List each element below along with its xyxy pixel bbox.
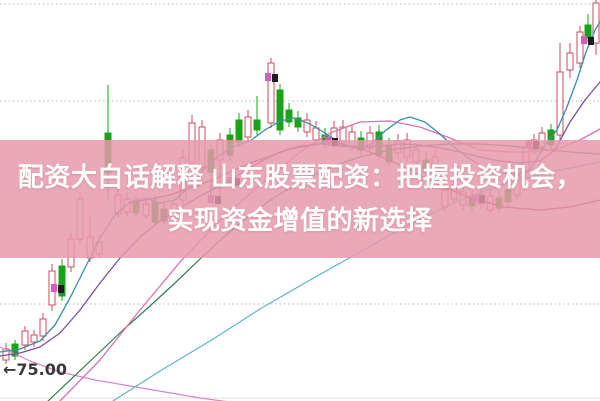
candle-up [253, 96, 261, 135]
trade-signal-marker [581, 36, 594, 45]
candle-body [285, 109, 293, 123]
candle-body [39, 318, 47, 337]
marker-black-square [588, 37, 594, 45]
candle-body [556, 71, 564, 136]
marker-black-square [272, 74, 278, 82]
candle-body [30, 334, 38, 343]
candle-body [235, 119, 243, 143]
candle-up [58, 259, 66, 301]
marker-pink-square [51, 284, 57, 292]
promo-banner-title-line1: 配资大白话解释 山东股票配资：把握投资机会， [17, 162, 583, 192]
candle-body [312, 127, 320, 141]
candle-down [576, 26, 584, 68]
candle-down [566, 43, 574, 78]
candle-body [267, 62, 275, 124]
candle-body [294, 117, 302, 128]
candle-down [556, 43, 564, 140]
marker-pink-square [581, 36, 587, 44]
candle-down [244, 110, 252, 142]
candle-down [303, 113, 311, 137]
trade-signal-marker [51, 284, 64, 293]
candle-down [30, 330, 38, 347]
candle-body [253, 119, 261, 131]
candle-body [303, 119, 311, 133]
promo-banner: 配资大白话解释 山东股票配资：把握投资机会， 实现资金增值的新选择 [0, 140, 600, 258]
marker-black-square [58, 285, 64, 293]
candle-body [566, 52, 574, 71]
candle-up [285, 103, 293, 127]
candle-body [21, 330, 29, 346]
price-label: ←75.00 [3, 360, 67, 379]
candle-body [58, 265, 66, 297]
candle-up [294, 111, 302, 132]
candle-body [576, 31, 584, 64]
candle-up [276, 84, 284, 135]
candle-down [21, 326, 29, 350]
trade-signal-marker [265, 73, 278, 82]
candle-body [276, 89, 284, 131]
candle-body [244, 116, 252, 138]
promo-banner-title-line2: 实现资金增值的新选择 [167, 205, 433, 235]
candle-down [267, 58, 275, 128]
marker-pink-square [265, 73, 271, 81]
candle-down [39, 313, 47, 341]
ma-pink-slow [0, 346, 228, 401]
